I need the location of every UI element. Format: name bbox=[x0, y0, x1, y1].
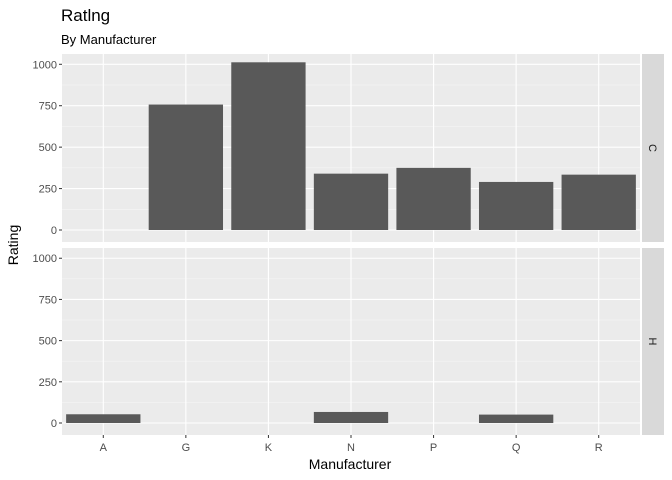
bar-c-q bbox=[478, 181, 554, 230]
y-tick-label: 0 bbox=[51, 225, 57, 237]
y-tick-label: 750 bbox=[39, 294, 57, 306]
facet-strip bbox=[642, 54, 664, 242]
x-tick-label: K bbox=[265, 442, 273, 454]
bar-c-r bbox=[561, 174, 636, 230]
bar-h-a bbox=[66, 414, 141, 423]
y-tick-label: 250 bbox=[39, 377, 57, 389]
bar-h-q bbox=[478, 414, 554, 423]
y-tick-label: 250 bbox=[39, 184, 57, 196]
bar-c-k bbox=[231, 62, 306, 230]
x-tick-label: G bbox=[182, 442, 191, 454]
x-tick-label: N bbox=[347, 442, 355, 454]
x-axis-title: Manufacturer bbox=[309, 456, 392, 472]
facet-panel-h: 0 250 500 750 1000 H bbox=[33, 248, 664, 435]
x-tick-label: R bbox=[595, 442, 603, 454]
y-tick-label: 0 bbox=[51, 418, 57, 430]
chart-subtitle: By Manufacturer bbox=[61, 32, 157, 47]
y-axis-title: Rating bbox=[5, 225, 21, 265]
bar-c-n bbox=[313, 173, 389, 230]
facet-strip-label: H bbox=[646, 338, 658, 346]
y-tick-label: 500 bbox=[39, 142, 57, 154]
x-tick-label: P bbox=[430, 442, 437, 454]
x-tick-label: A bbox=[100, 442, 108, 454]
facet-strip-label: C bbox=[646, 144, 658, 152]
x-tick-label: Q bbox=[512, 442, 521, 454]
y-tick-label: 1000 bbox=[33, 59, 57, 71]
bar-c-p bbox=[396, 167, 471, 230]
bar-c-g bbox=[148, 104, 224, 230]
facet-strip bbox=[642, 248, 664, 435]
y-tick-label: 750 bbox=[39, 101, 57, 113]
chart-title: Ratlng bbox=[61, 6, 110, 25]
bar-h-n bbox=[313, 411, 389, 423]
y-tick-label: 500 bbox=[39, 336, 57, 348]
facet-panel-c: 0 250 500 750 1000 C bbox=[33, 54, 664, 242]
y-tick-label: 1000 bbox=[33, 253, 57, 265]
facet-panels: 0 250 500 750 1000 C 0 250 500 750 1000 H bbox=[33, 54, 664, 435]
